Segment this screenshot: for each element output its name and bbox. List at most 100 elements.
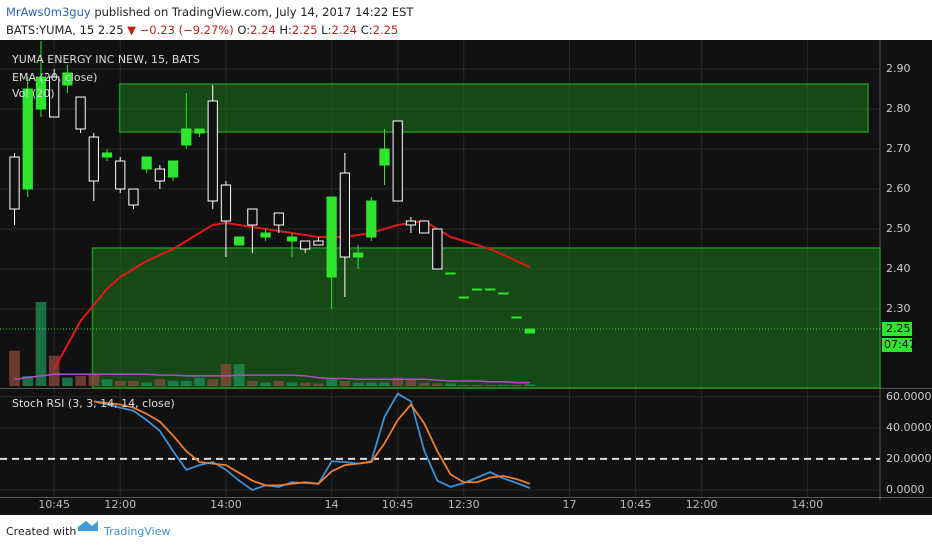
last-price-label: 2.25 xyxy=(886,322,911,335)
volume-bar xyxy=(313,383,324,386)
volume-bar xyxy=(22,375,34,386)
volume-bar xyxy=(88,374,100,386)
x-tick-label: 14:00 xyxy=(210,498,242,511)
volume-bar xyxy=(524,384,536,386)
candle-body xyxy=(128,188,139,206)
candle-body xyxy=(49,76,60,118)
volume-bar xyxy=(167,380,179,386)
volume-bar xyxy=(141,382,152,386)
volume-bar xyxy=(62,377,73,386)
candle-body xyxy=(273,212,284,226)
chart-title: YUMA ENERGY INC NEW, 15, BATS xyxy=(11,53,200,66)
candle-body xyxy=(247,208,258,226)
volume-bar xyxy=(220,364,232,386)
chart-title: Stoch RSI (3, 3, 14, 14, close) xyxy=(12,397,175,410)
candle-body xyxy=(234,236,245,246)
candle-body xyxy=(141,156,152,170)
candle-body xyxy=(88,136,99,182)
candle-body xyxy=(220,184,232,222)
y-tick-label: 2.30 xyxy=(886,302,911,315)
y-tick-label: 2.80 xyxy=(886,102,911,115)
volume-bar xyxy=(260,382,271,386)
candle-body xyxy=(432,228,443,270)
ohlc-label: C: xyxy=(361,23,373,37)
candle-body xyxy=(9,156,20,210)
footer-brand[interactable]: TradingView xyxy=(103,525,170,538)
candle-body xyxy=(339,172,350,258)
volume-bar xyxy=(418,382,430,386)
candle-body xyxy=(524,328,535,334)
y-tick-label: 2.90 xyxy=(886,62,911,75)
y-tick-label: 20.0000 xyxy=(886,452,932,465)
volume-bar xyxy=(9,350,20,386)
x-tick-label: 12:00 xyxy=(686,498,718,511)
ohlc-value: 2.25 xyxy=(373,23,399,37)
y-tick-label: 2.50 xyxy=(886,222,911,235)
volume-bar xyxy=(114,380,126,386)
ohlc-label: L: xyxy=(321,23,331,37)
footer-created: Created with xyxy=(6,525,76,538)
last-price-box xyxy=(882,322,912,336)
symbol-line: BATS:YUMA, 15 2.25 ▼ −0.23 (−9.27%) O:2.… xyxy=(6,23,398,37)
tv-logo[interactable] xyxy=(78,521,98,531)
volume-bar xyxy=(392,377,404,386)
candle-body xyxy=(498,292,509,295)
volume-bar xyxy=(498,385,509,386)
candle-body xyxy=(511,316,522,319)
volume-bar xyxy=(35,302,47,386)
volume-bar xyxy=(299,382,311,386)
x-tick-label: 10:45 xyxy=(382,498,414,511)
countdown-box xyxy=(882,338,912,352)
x-tick-label: 10:45 xyxy=(620,498,652,511)
header-line: MrAws0m3guy published on TradingView.com… xyxy=(6,5,414,19)
y-tick-label: 60.0000 xyxy=(886,390,932,403)
change: ▼ −0.23 (−9.27%) xyxy=(127,23,234,37)
candle-body xyxy=(167,160,179,178)
countdown-label: 07:47 xyxy=(884,338,916,351)
y-tick-label: 0.0000 xyxy=(886,483,925,496)
candle-body xyxy=(35,76,47,110)
volume-bar xyxy=(75,375,86,386)
candle-body xyxy=(471,288,483,291)
volume-bar xyxy=(154,379,166,386)
chart-background xyxy=(0,40,932,515)
volume-bar xyxy=(128,380,139,386)
candle-body xyxy=(260,232,271,238)
ohlc-label: H: xyxy=(279,23,292,37)
candle-body xyxy=(485,288,496,291)
candle-body xyxy=(101,152,113,158)
candle-body xyxy=(194,128,205,134)
volume-bar xyxy=(286,382,298,386)
y-tick-label: 2.70 xyxy=(886,142,911,155)
ohlc-value: 2.24 xyxy=(331,23,357,37)
x-tick-label: 12:00 xyxy=(104,498,136,511)
candle-body xyxy=(286,236,298,242)
author[interactable]: MrAws0m3guy xyxy=(6,5,91,19)
volume-bar xyxy=(101,379,113,386)
ohlc-value: 2.24 xyxy=(250,23,276,37)
x-tick-label: 17 xyxy=(562,498,576,511)
legend-entry: EMA (20, close) xyxy=(12,71,97,84)
volume-bar xyxy=(207,379,219,386)
candle-body xyxy=(313,240,324,246)
candle-body xyxy=(419,220,430,234)
x-tick-label: 10:45 xyxy=(38,498,70,511)
volume-bar xyxy=(445,383,456,386)
volume-bar xyxy=(48,355,60,386)
candle-body xyxy=(22,88,33,190)
candle-body xyxy=(405,220,417,226)
volume-ma xyxy=(14,373,530,384)
volume-bar xyxy=(339,380,351,386)
x-tick-label: 14:00 xyxy=(791,498,823,511)
candle-body xyxy=(379,148,390,166)
ohlc-label: O: xyxy=(237,23,250,37)
candle-body xyxy=(458,296,469,299)
candle-body xyxy=(75,96,86,130)
candle-body xyxy=(445,272,456,275)
x-tick-label: 14 xyxy=(325,498,339,511)
zone xyxy=(91,247,881,389)
candle-body xyxy=(154,168,166,182)
candle-body xyxy=(115,160,126,190)
volume-bar xyxy=(366,382,377,386)
